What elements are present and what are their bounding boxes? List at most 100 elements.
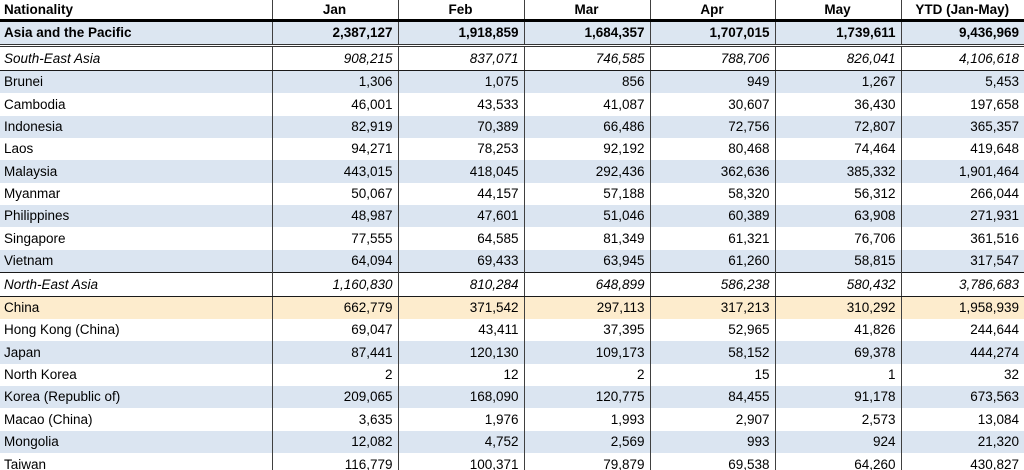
table-row: Korea (Republic of) 209,065 168,090 120,775… bbox=[0, 386, 1024, 409]
cell-value: 197,658 bbox=[900, 93, 1024, 116]
cell-value: 1,267 bbox=[774, 70, 901, 94]
row-label: Vietnam bbox=[0, 249, 272, 273]
cell-value: 51,046 bbox=[523, 205, 650, 228]
cell-value: 120,130 bbox=[397, 341, 524, 364]
cell-value: 1,684,357 bbox=[523, 20, 650, 48]
cell-value: 292,436 bbox=[523, 160, 650, 183]
cell-value: 2,573 bbox=[774, 408, 901, 431]
row-label: Japan bbox=[0, 341, 272, 364]
table-row: Japan 87,441 120,130 109,173 58,152 69,378 444… bbox=[0, 341, 1024, 364]
cell-value: 50,067 bbox=[271, 182, 398, 205]
cell-value: 12,082 bbox=[271, 430, 398, 454]
cell-value: 1,958,939 bbox=[900, 296, 1024, 319]
cell-value: 1 bbox=[774, 363, 901, 386]
cell-value: 168,090 bbox=[397, 386, 524, 409]
cell-value: 297,113 bbox=[523, 296, 650, 319]
cell-value: 64,094 bbox=[271, 249, 398, 273]
cell-value: 924 bbox=[774, 430, 901, 454]
row-label: North Korea bbox=[0, 363, 272, 386]
cell-value: 94,271 bbox=[271, 137, 398, 161]
cell-value: 70,389 bbox=[397, 115, 524, 138]
table-row: Malaysia 443,015 418,045 292,436 362,636 385,… bbox=[0, 160, 1024, 183]
cell-value: 2,387,127 bbox=[271, 20, 398, 48]
row-label: Singapore bbox=[0, 227, 272, 250]
cell-value: 1,075 bbox=[397, 70, 524, 94]
row-label: Taiwan bbox=[0, 453, 272, 470]
cell-value: 444,274 bbox=[900, 341, 1024, 364]
table-row: Myanmar 50,067 44,157 57,188 58,320 56,312 266… bbox=[0, 182, 1024, 205]
row-label: South-East Asia bbox=[0, 45, 272, 71]
cell-value: 371,542 bbox=[397, 296, 524, 319]
table-row: North Korea 2 12 2 15 1 32 bbox=[0, 363, 1024, 386]
cell-value: 443,015 bbox=[271, 160, 398, 183]
cell-value: 993 bbox=[649, 430, 775, 454]
cell-value: 21,320 bbox=[900, 430, 1024, 454]
cell-value: 69,378 bbox=[774, 341, 901, 364]
header-row: Nationality Jan Feb Mar Apr May YTD (Jan… bbox=[0, 0, 1024, 22]
cell-value: 109,173 bbox=[523, 341, 650, 364]
cell-value: 266,044 bbox=[900, 182, 1024, 205]
cell-value: 1,707,015 bbox=[649, 20, 775, 48]
cell-value: 43,533 bbox=[397, 93, 524, 116]
cell-value: 271,931 bbox=[900, 205, 1024, 228]
cell-value: 317,213 bbox=[649, 296, 775, 319]
column-header-ytd: YTD (Jan-May) bbox=[900, 0, 1024, 22]
cell-value: 788,706 bbox=[649, 45, 775, 71]
cell-value: 746,585 bbox=[523, 45, 650, 71]
cell-value: 826,041 bbox=[774, 45, 901, 71]
cell-value: 4,106,618 bbox=[900, 45, 1024, 71]
cell-value: 908,215 bbox=[271, 45, 398, 71]
table-row: Singapore 77,555 64,585 81,349 61,321 76,706 3… bbox=[0, 227, 1024, 250]
cell-value: 856 bbox=[523, 70, 650, 94]
cell-value: 81,349 bbox=[523, 227, 650, 250]
cell-value: 72,807 bbox=[774, 115, 901, 138]
table-row: South-East Asia 908,215 837,071 746,585 788,… bbox=[0, 45, 1024, 71]
table-row: Cambodia 46,001 43,533 41,087 30,607 36,430 19… bbox=[0, 93, 1024, 116]
table-row: Indonesia 82,919 70,389 66,486 72,756 72,807 3… bbox=[0, 115, 1024, 138]
cell-value: 2 bbox=[271, 363, 398, 386]
cell-value: 12 bbox=[397, 363, 524, 386]
cell-value: 58,320 bbox=[649, 182, 775, 205]
row-label: Korea (Republic of) bbox=[0, 386, 272, 409]
row-label: Hong Kong (China) bbox=[0, 318, 272, 342]
cell-value: 419,648 bbox=[900, 137, 1024, 161]
cell-value: 46,001 bbox=[271, 93, 398, 116]
cell-value: 44,157 bbox=[397, 182, 524, 205]
cell-value: 317,547 bbox=[900, 249, 1024, 273]
cell-value: 418,045 bbox=[397, 160, 524, 183]
cell-value: 365,357 bbox=[900, 115, 1024, 138]
cell-value: 69,047 bbox=[271, 318, 398, 342]
column-header-mar: Mar bbox=[523, 0, 650, 22]
cell-value: 61,260 bbox=[649, 249, 775, 273]
cell-value: 48,987 bbox=[271, 205, 398, 228]
table-row: Taiwan 116,779 100,371 79,879 69,538 64,260 43… bbox=[0, 453, 1024, 470]
cell-value: 3,635 bbox=[271, 408, 398, 431]
row-label: Mongolia bbox=[0, 430, 272, 454]
row-label: North-East Asia bbox=[0, 272, 272, 297]
cell-value: 1,160,830 bbox=[271, 272, 398, 297]
cell-value: 32 bbox=[900, 363, 1024, 386]
cell-value: 41,087 bbox=[523, 93, 650, 116]
cell-value: 837,071 bbox=[397, 45, 524, 71]
row-label: Brunei bbox=[0, 70, 272, 94]
cell-value: 949 bbox=[649, 70, 775, 94]
cell-value: 580,432 bbox=[774, 272, 901, 297]
cell-value: 76,706 bbox=[774, 227, 901, 250]
cell-value: 430,827 bbox=[900, 453, 1024, 470]
table-body: Asia and the Pacific 2,387,127 1,918,859 1,… bbox=[0, 20, 1024, 470]
table-row: Hong Kong (China) 69,047 43,411 37,395 52,96… bbox=[0, 318, 1024, 342]
cell-value: 15 bbox=[649, 363, 775, 386]
cell-value: 41,826 bbox=[774, 318, 901, 342]
cell-value: 1,993 bbox=[523, 408, 650, 431]
cell-value: 37,395 bbox=[523, 318, 650, 342]
row-label: Laos bbox=[0, 137, 272, 161]
cell-value: 310,292 bbox=[774, 296, 901, 319]
cell-value: 43,411 bbox=[397, 318, 524, 342]
cell-value: 61,321 bbox=[649, 227, 775, 250]
cell-value: 13,084 bbox=[900, 408, 1024, 431]
table-row: Laos 94,271 78,253 92,192 80,468 74,464 419,64… bbox=[0, 137, 1024, 161]
cell-value: 63,908 bbox=[774, 205, 901, 228]
cell-value: 92,192 bbox=[523, 137, 650, 161]
